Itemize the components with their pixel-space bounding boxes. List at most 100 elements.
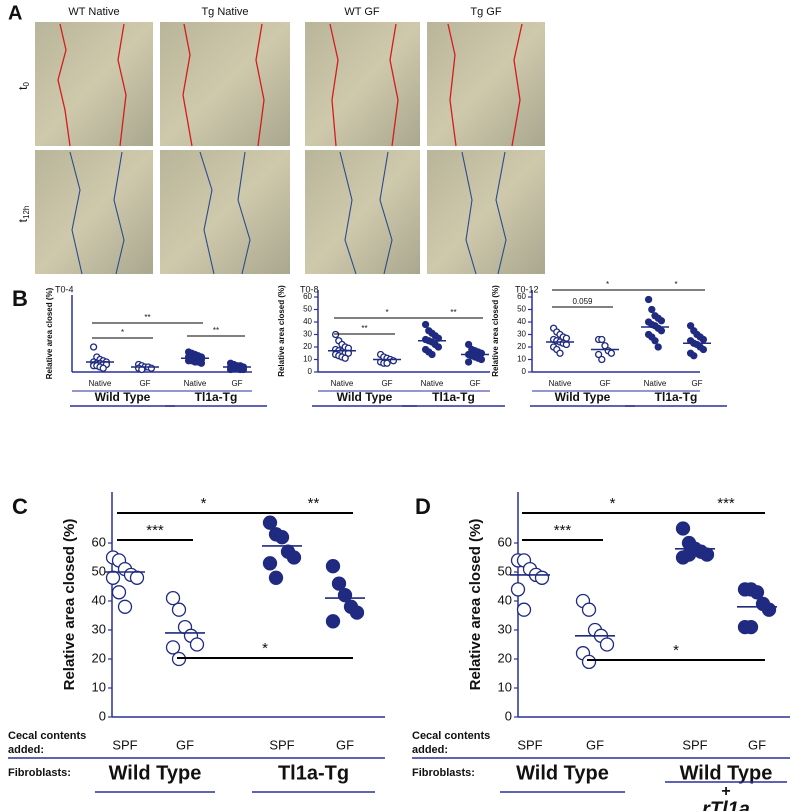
y-tick-label: 30 <box>92 621 106 636</box>
wound-edge <box>329 23 339 147</box>
data-point <box>325 614 341 629</box>
significance-label: ** <box>213 326 219 335</box>
data-point <box>268 570 284 585</box>
image <box>427 150 545 274</box>
x-tick-label: GF <box>176 737 194 752</box>
data-point <box>594 350 603 359</box>
significance-label: * <box>673 642 679 659</box>
y-tick-label: 60 <box>498 534 512 549</box>
data-point <box>274 530 290 545</box>
group-label: Tl1a-Tg <box>195 390 238 404</box>
x-tick-label: Native <box>644 379 667 388</box>
y-tick-label: 30 <box>517 330 526 339</box>
data-point <box>749 585 765 600</box>
y-tick-label: 30 <box>303 330 312 339</box>
y-tick-label: 10 <box>303 355 312 364</box>
group-label: Wild Type <box>680 762 773 784</box>
micrographs <box>35 22 545 275</box>
wound-edge <box>461 151 477 275</box>
data-point <box>147 364 156 372</box>
row-label: t0 <box>16 82 31 90</box>
significance-label: * <box>610 495 616 512</box>
image <box>305 22 420 146</box>
data-point <box>99 364 107 372</box>
column-label: Tg Native <box>201 6 248 18</box>
data-point <box>341 354 349 362</box>
data-point <box>286 550 302 565</box>
chart-title: T0-8 <box>300 284 319 294</box>
image <box>305 150 420 274</box>
group-label: Wild Type <box>555 390 611 404</box>
y-tick-label: 0 <box>522 367 527 376</box>
wound-edge <box>495 151 507 275</box>
data-point <box>171 602 187 617</box>
data-point <box>189 637 205 652</box>
data-point <box>581 654 597 670</box>
data-point <box>349 605 365 620</box>
y-tick-label: 0 <box>505 708 512 723</box>
significance-label: ** <box>308 495 320 512</box>
wound-edge <box>339 151 357 275</box>
data-point <box>556 349 564 357</box>
wound-edge <box>57 23 71 147</box>
wound-edge <box>389 23 399 147</box>
wound-edge <box>511 23 523 147</box>
wound-edge <box>117 23 127 147</box>
y-tick-label: 60 <box>517 292 526 301</box>
x-tick-label: GF <box>748 737 766 752</box>
row-label-sub: 12h <box>22 206 31 219</box>
data-point <box>337 588 353 603</box>
y-tick-label: 10 <box>517 355 526 364</box>
data-point <box>648 305 656 314</box>
data-point <box>89 343 98 351</box>
data-point <box>165 590 181 606</box>
group-label: Tl1a-Tg <box>432 390 475 404</box>
x-tick-label: GF <box>231 379 242 388</box>
y-tick-label: 40 <box>92 592 106 607</box>
data-point <box>761 602 777 617</box>
data-point <box>262 556 278 571</box>
data-point <box>686 322 695 330</box>
row-label: Cecal contents <box>8 730 86 742</box>
y-tick-label: 50 <box>498 563 512 578</box>
column-label: WT Native <box>68 6 119 18</box>
x-tick-label: GF <box>139 379 150 388</box>
y-tick-label: 10 <box>92 679 106 694</box>
x-tick-label: SPF <box>517 737 542 752</box>
data-point <box>699 345 708 354</box>
row-label: added: <box>412 744 448 756</box>
y-tick-label: 60 <box>92 534 106 549</box>
wound-edge <box>237 151 251 275</box>
data-point <box>331 576 347 591</box>
y-tick-label: 40 <box>498 592 512 607</box>
data-point <box>598 335 606 344</box>
data-point <box>657 327 666 335</box>
data-point <box>477 355 486 364</box>
x-tick-label: GF <box>336 737 354 752</box>
data-point <box>111 585 127 600</box>
image <box>160 22 290 146</box>
data-point <box>421 320 430 329</box>
column-label: WT GF <box>344 6 380 18</box>
data-point <box>383 359 391 367</box>
x-tick-label: GF <box>586 737 604 752</box>
wound-edge <box>447 23 457 147</box>
x-tick-label: GF <box>469 379 480 388</box>
y-axis-label: Relative area closed (%) <box>491 285 500 377</box>
data-point <box>581 602 597 617</box>
y-tick-label: 10 <box>498 679 512 694</box>
x-tick-label: Native <box>549 379 572 388</box>
data-point <box>681 547 697 562</box>
y-tick-label: 20 <box>517 342 526 351</box>
data-point <box>657 317 666 325</box>
significance-label: *** <box>146 522 164 539</box>
y-tick-label: 50 <box>303 305 312 314</box>
image <box>160 150 290 274</box>
data-point <box>434 343 443 351</box>
significance-label: * <box>201 495 207 512</box>
x-tick-label: Native <box>89 379 112 388</box>
x-tick-label: GF <box>691 379 702 388</box>
y-tick-label: 60 <box>303 292 312 301</box>
significance-label: ** <box>361 324 367 333</box>
